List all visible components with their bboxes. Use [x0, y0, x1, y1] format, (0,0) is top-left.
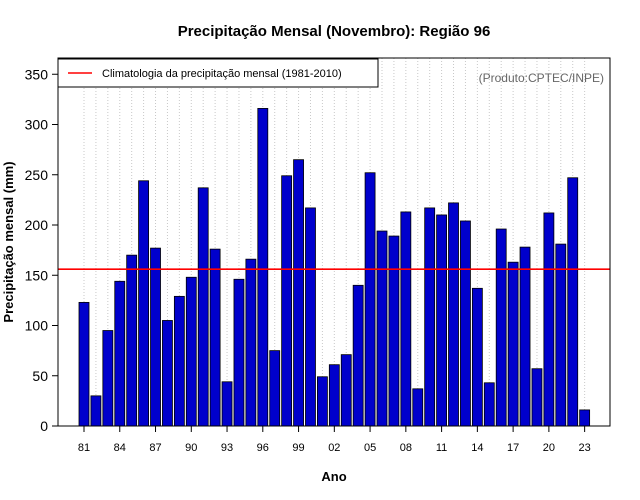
bar-2016 — [495, 228, 507, 427]
bar-2013 — [460, 220, 471, 427]
bar-2001 — [316, 376, 328, 427]
x-tick-label-08: 08 — [400, 442, 412, 454]
bar-1993 — [221, 381, 233, 427]
legend-box — [57, 58, 379, 88]
bar-2002 — [328, 364, 340, 427]
legend: Climatologia da precipitação mensal (198… — [57, 58, 379, 88]
x-tick-label-93: 93 — [221, 442, 233, 454]
bar-1994 — [233, 278, 245, 427]
bar-1986 — [138, 180, 150, 427]
bar-2017 — [507, 261, 519, 427]
x-axis-title: Ano — [321, 469, 346, 484]
bar-2023 — [579, 409, 591, 427]
x-tick-label-11: 11 — [436, 442, 447, 454]
y-axis-title: Precipitação mensal (mm) — [1, 161, 16, 322]
bar-series — [78, 108, 591, 427]
x-tick-label-81: 81 — [78, 442, 90, 454]
bar-1991 — [197, 187, 209, 427]
bar-2000 — [305, 207, 316, 427]
bar-2014 — [471, 287, 483, 427]
bar-2021 — [555, 243, 567, 427]
bar-1995 — [245, 258, 257, 427]
bar-1989 — [173, 295, 185, 427]
bar-2003 — [340, 354, 352, 427]
bar-2012 — [448, 202, 459, 427]
bar-2005 — [364, 172, 376, 427]
x-tick-label-05: 05 — [364, 442, 376, 454]
x-tick-label-23: 23 — [579, 442, 591, 454]
bar-1983 — [102, 330, 114, 427]
x-tick-label-02: 02 — [328, 442, 340, 454]
y-tick-label-100: 100 — [25, 318, 49, 334]
bar-1982 — [90, 395, 102, 427]
y-tick-label-200: 200 — [25, 217, 49, 233]
bar-1984 — [114, 280, 126, 427]
bar-1992 — [209, 248, 221, 427]
y-tick-label-0: 0 — [40, 418, 48, 434]
y-tick-label-250: 250 — [25, 167, 49, 183]
bar-1981 — [78, 301, 90, 427]
x-tick-label-20: 20 — [543, 442, 555, 454]
bar-1985 — [126, 254, 138, 427]
bar-1998 — [281, 175, 293, 427]
y-tick-label-50: 50 — [32, 368, 48, 384]
bar-1988 — [162, 320, 173, 427]
bar-2019 — [531, 368, 543, 427]
bar-2004 — [352, 284, 364, 427]
y-tick-label-350: 350 — [25, 66, 49, 82]
x-tick-label-90: 90 — [185, 442, 197, 454]
bar-1996 — [257, 108, 269, 427]
bar-2020 — [543, 212, 555, 427]
bar-1990 — [185, 276, 197, 427]
bar-2009 — [412, 388, 424, 427]
y-tick-label-300: 300 — [25, 117, 49, 133]
x-tick-label-17: 17 — [507, 442, 519, 454]
x-axis-ticks: 81 84 87 90 93 96 99 02 05 08 11 14 17 20 23 — [78, 426, 591, 454]
bar-2022 — [567, 177, 579, 427]
bar-2007 — [388, 235, 400, 427]
x-tick-label-96: 96 — [257, 442, 269, 454]
bar-1999 — [293, 159, 304, 427]
bar-2008 — [400, 211, 412, 427]
y-tick-label-150: 150 — [25, 267, 49, 283]
y-axis-ticks: 0 50 100 150 200 250 300 350 — [25, 66, 58, 434]
bar-1997 — [269, 350, 281, 427]
chart-title: Precipitação Mensal (Novembro): Região 9… — [178, 23, 491, 40]
bar-2006 — [376, 230, 388, 427]
bar-2018 — [519, 246, 531, 427]
bar-1987 — [150, 247, 161, 427]
legend-label: Climatologia da precipitação mensal (198… — [102, 68, 342, 80]
x-tick-label-99: 99 — [292, 442, 304, 454]
x-tick-label-84: 84 — [114, 442, 126, 454]
x-tick-label-14: 14 — [471, 442, 483, 454]
bar-2015 — [483, 382, 495, 427]
product-credit: (Produto:CPTEC/INPE) — [479, 71, 604, 85]
x-tick-label-87: 87 — [149, 442, 161, 454]
bar-2011 — [436, 214, 448, 427]
bar-2010 — [424, 207, 436, 427]
